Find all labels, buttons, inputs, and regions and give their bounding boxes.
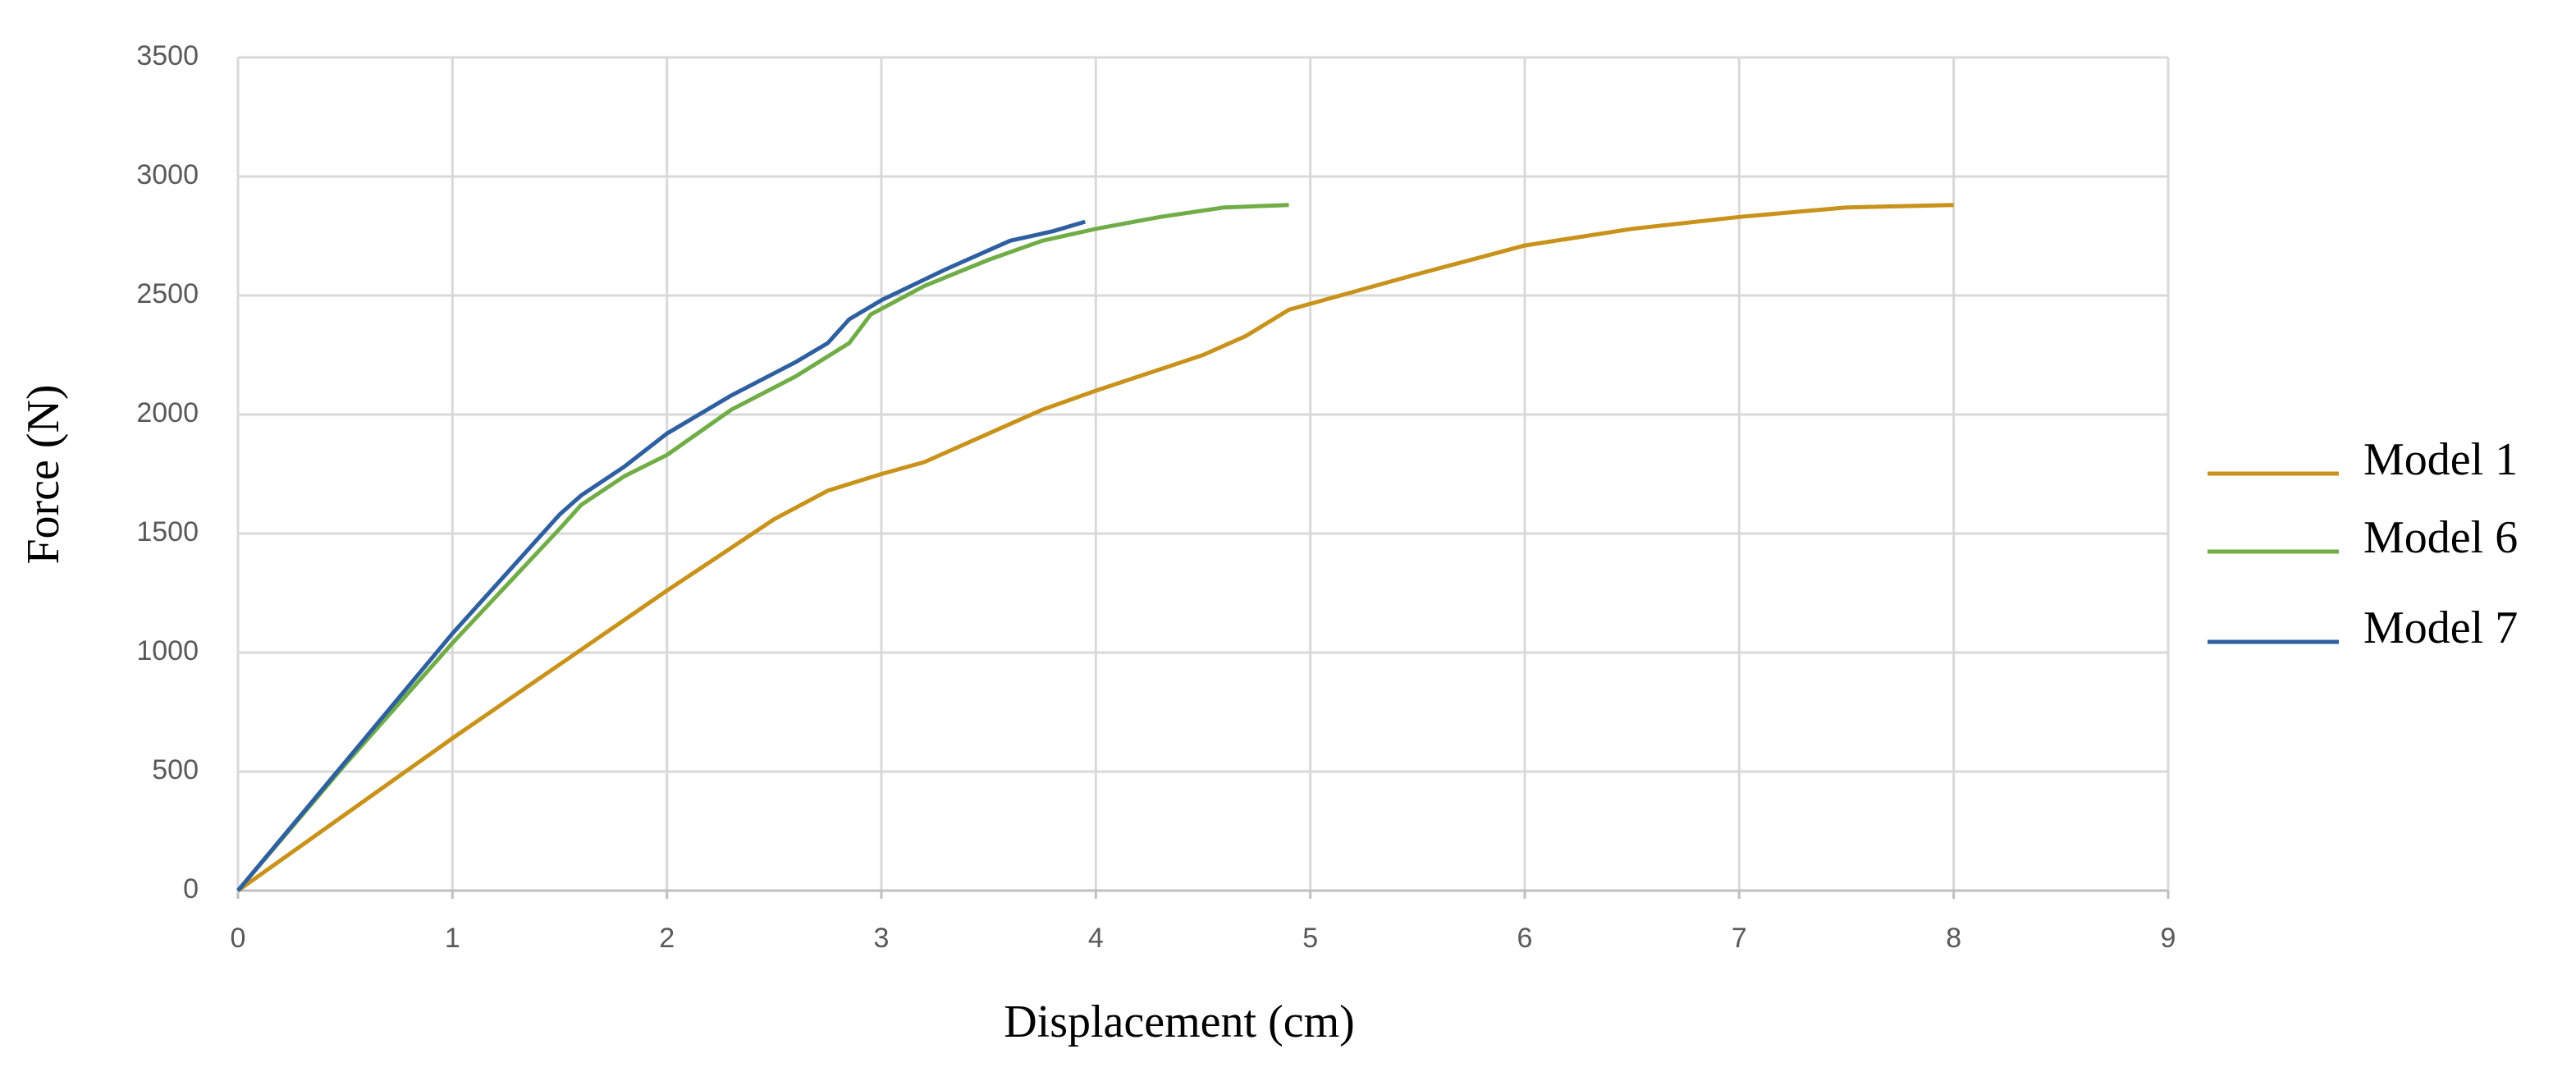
series-line: [236, 203, 1954, 893]
x-tick-label: 8: [1946, 923, 1961, 954]
x-tick-label: 1: [445, 923, 460, 954]
y-tick-label: 2000: [136, 397, 199, 428]
legend-label: Model 6: [2363, 512, 2518, 563]
x-tick-label: 0: [231, 923, 246, 954]
y-axis-label: Force (N): [18, 384, 69, 564]
x-tick-label: 6: [1517, 923, 1533, 954]
legend-label: Model 7: [2363, 602, 2518, 653]
x-tick-label: 5: [1302, 923, 1318, 954]
y-tick-label: 1500: [136, 516, 199, 547]
y-tick-label: 3500: [136, 40, 199, 71]
y-tick-label: 3000: [136, 159, 199, 190]
legend-label: Model 1: [2363, 434, 2518, 485]
x-tick-label: 9: [2161, 923, 2176, 954]
y-tick-label: 2500: [136, 278, 199, 309]
series-line: [236, 203, 1289, 892]
x-tick-label: 7: [1732, 923, 1747, 954]
y-tick-label: 1000: [136, 635, 199, 667]
x-axis-label: Displacement (cm): [1004, 996, 1355, 1047]
x-tick-label: 4: [1088, 923, 1104, 954]
x-tick-label: 3: [874, 923, 890, 954]
y-tick-label: 500: [152, 754, 199, 786]
x-tick-label: 2: [659, 923, 675, 954]
series-line: [236, 219, 1086, 892]
y-tick-label: 0: [183, 873, 199, 905]
